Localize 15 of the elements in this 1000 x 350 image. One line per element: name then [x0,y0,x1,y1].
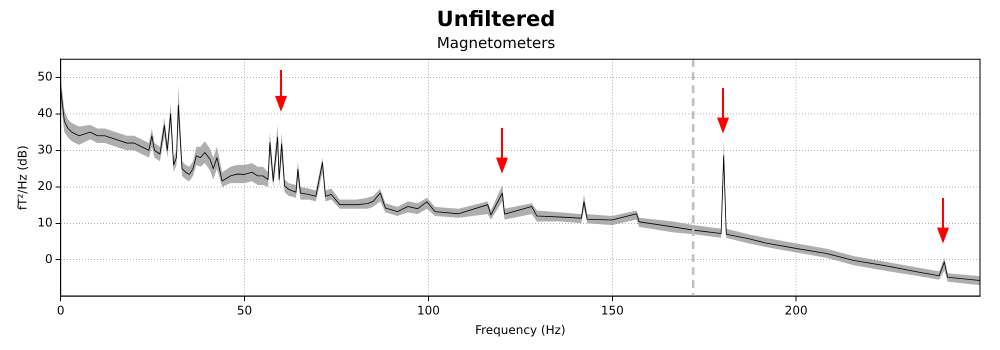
x-tick-label: 150 [600,304,624,318]
y-tick-label: 40 [37,106,53,120]
y-tick-label: 10 [37,215,53,230]
chart-title: Unfiltered [436,7,556,32]
y-tick-label: 30 [37,142,53,156]
x-tick-label: 50 [236,304,252,318]
x-tick-label: 200 [784,304,808,318]
y-tick-label: 50 [37,70,53,84]
x-tick-label: 0 [56,304,64,318]
x-axis-title: Frequency (Hz) [475,322,566,337]
x-tick-label: 100 [416,304,440,318]
y-tick-label: 0 [45,252,53,266]
chart-subtitle: Magnetometers [436,34,556,52]
y-axis-title: fT²/Hz (dB) [15,145,30,210]
y-tick-label: 20 [37,178,53,193]
